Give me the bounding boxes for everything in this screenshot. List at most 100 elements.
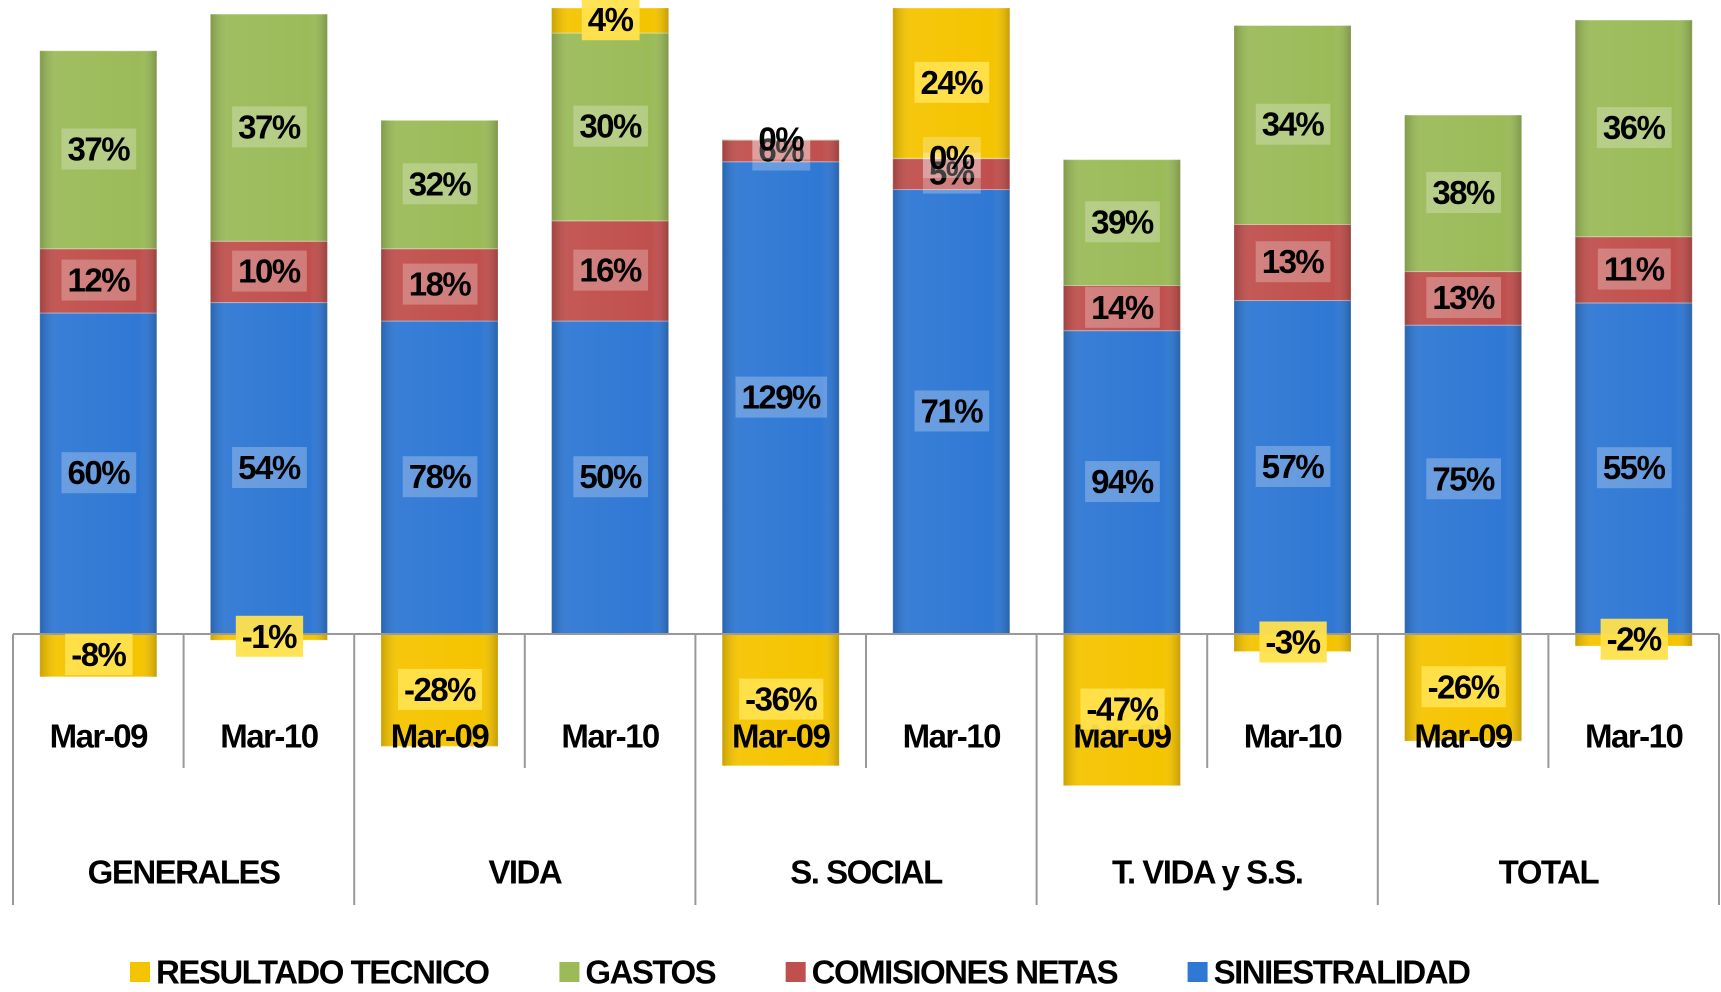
bar-shade xyxy=(381,120,498,249)
data-label-bg xyxy=(1085,286,1160,328)
data-label-bg xyxy=(65,634,133,676)
bar-shade xyxy=(1063,285,1181,331)
data-label: 75% xyxy=(1432,460,1495,497)
bar-shade xyxy=(1575,20,1693,237)
data-label-group: 12% xyxy=(61,259,137,301)
data-label-bg xyxy=(1255,241,1331,283)
data-label-bg xyxy=(235,615,304,657)
data-label: 60% xyxy=(68,454,131,491)
data-label-bg xyxy=(739,678,824,720)
data-label: -8% xyxy=(71,636,126,673)
data-label-bg xyxy=(402,263,478,305)
data-label-bg xyxy=(1596,447,1672,489)
data-label-group: 6% xyxy=(752,129,811,171)
data-label-group: 13% xyxy=(1255,241,1331,283)
data-label-group: 37% xyxy=(232,106,307,148)
data-label: 37% xyxy=(68,131,131,168)
data-label-group: 57% xyxy=(1255,445,1331,487)
data-label-bg xyxy=(1426,172,1502,214)
data-label-group: 94% xyxy=(1085,461,1160,503)
data-label-bg xyxy=(922,136,981,178)
data-label-bg xyxy=(1255,103,1331,145)
data-label: 39% xyxy=(1091,203,1154,240)
x-tick-label: Mar-10 xyxy=(1244,718,1342,755)
data-label: 24% xyxy=(921,64,984,101)
data-label-group: 37% xyxy=(61,128,137,170)
legend-swatch xyxy=(559,962,580,982)
data-label-group: -47% xyxy=(1080,688,1165,730)
bar-shade xyxy=(1063,330,1181,634)
group-label: GENERALES xyxy=(88,854,280,891)
x-tick-label: Mar-10 xyxy=(1585,718,1683,755)
legend-label: RESULTADO TECNICO xyxy=(156,954,489,991)
data-label: 5% xyxy=(929,155,975,192)
data-label: 54% xyxy=(238,449,301,486)
data-label-group: 13% xyxy=(1426,277,1502,319)
data-label: 4% xyxy=(588,1,634,38)
bar-shade xyxy=(1575,302,1693,634)
bar-shade xyxy=(551,33,669,221)
data-label-bg xyxy=(1259,621,1327,663)
data-label-bg xyxy=(922,152,981,194)
data-label-group: 16% xyxy=(573,249,649,291)
data-label-group: 71% xyxy=(914,390,990,432)
data-label-bg xyxy=(1597,248,1671,290)
data-label-group: 32% xyxy=(402,163,478,205)
data-label-bg xyxy=(1596,107,1672,149)
bar-shade xyxy=(39,312,157,634)
data-label: -36% xyxy=(745,681,817,718)
x-tick-label: Mar-09 xyxy=(732,718,831,755)
data-label-group: 39% xyxy=(1085,201,1160,243)
data-label-bg xyxy=(1426,277,1502,319)
data-label-bg xyxy=(61,128,137,170)
data-label: 57% xyxy=(1262,448,1325,485)
group-label: T. VIDA y S.S. xyxy=(1112,854,1303,891)
bar-shade xyxy=(381,321,498,634)
data-label: 94% xyxy=(1091,463,1154,500)
bar-shade xyxy=(1404,325,1522,634)
data-label-bg xyxy=(1085,461,1160,503)
data-label-bg xyxy=(61,452,137,494)
bar-shade xyxy=(722,161,840,634)
bar-shade xyxy=(210,241,328,303)
data-label: 10% xyxy=(238,253,301,290)
bar-shade xyxy=(1404,115,1522,272)
legend-swatch xyxy=(130,962,150,982)
group-label: S. SOCIAL xyxy=(790,854,943,891)
bar-shade xyxy=(892,158,1010,159)
legend-label: COMISIONES NETAS xyxy=(812,954,1118,991)
legend-label: SINIESTRALIDAD xyxy=(1214,954,1471,991)
data-label-group: 4% xyxy=(581,0,640,41)
data-label: 129% xyxy=(741,379,821,416)
data-label-group: -26% xyxy=(1421,666,1506,708)
data-label: 13% xyxy=(1432,279,1495,316)
data-label-group: 5% xyxy=(922,152,981,194)
data-label-bg xyxy=(573,105,649,147)
data-label-group: 54% xyxy=(232,447,307,489)
data-label-group: 55% xyxy=(1596,447,1672,489)
data-label-group: 50% xyxy=(573,456,649,498)
bar-shade xyxy=(1234,25,1351,225)
data-label: -2% xyxy=(1607,621,1662,658)
data-label: 13% xyxy=(1262,243,1325,280)
data-label-bg xyxy=(1085,201,1160,243)
data-label-group: -8% xyxy=(65,634,133,676)
data-label: -26% xyxy=(1428,668,1500,705)
data-label-bg xyxy=(232,250,307,292)
legend-swatch xyxy=(785,962,806,982)
data-label: 78% xyxy=(409,458,472,495)
data-label-group: 24% xyxy=(914,61,990,103)
data-label-bg xyxy=(581,0,640,41)
bar-shade xyxy=(551,220,669,321)
data-label-bg xyxy=(1255,445,1331,487)
bar-shade xyxy=(551,321,669,634)
bar-shade xyxy=(39,50,157,249)
data-label-group: 18% xyxy=(402,263,478,305)
data-label: 71% xyxy=(921,392,984,429)
legend-label: GASTOS xyxy=(585,954,715,991)
data-label-group: 78% xyxy=(402,456,478,498)
bar-shade xyxy=(1234,224,1351,301)
bar-shade xyxy=(210,14,328,242)
data-label: 12% xyxy=(68,262,131,299)
